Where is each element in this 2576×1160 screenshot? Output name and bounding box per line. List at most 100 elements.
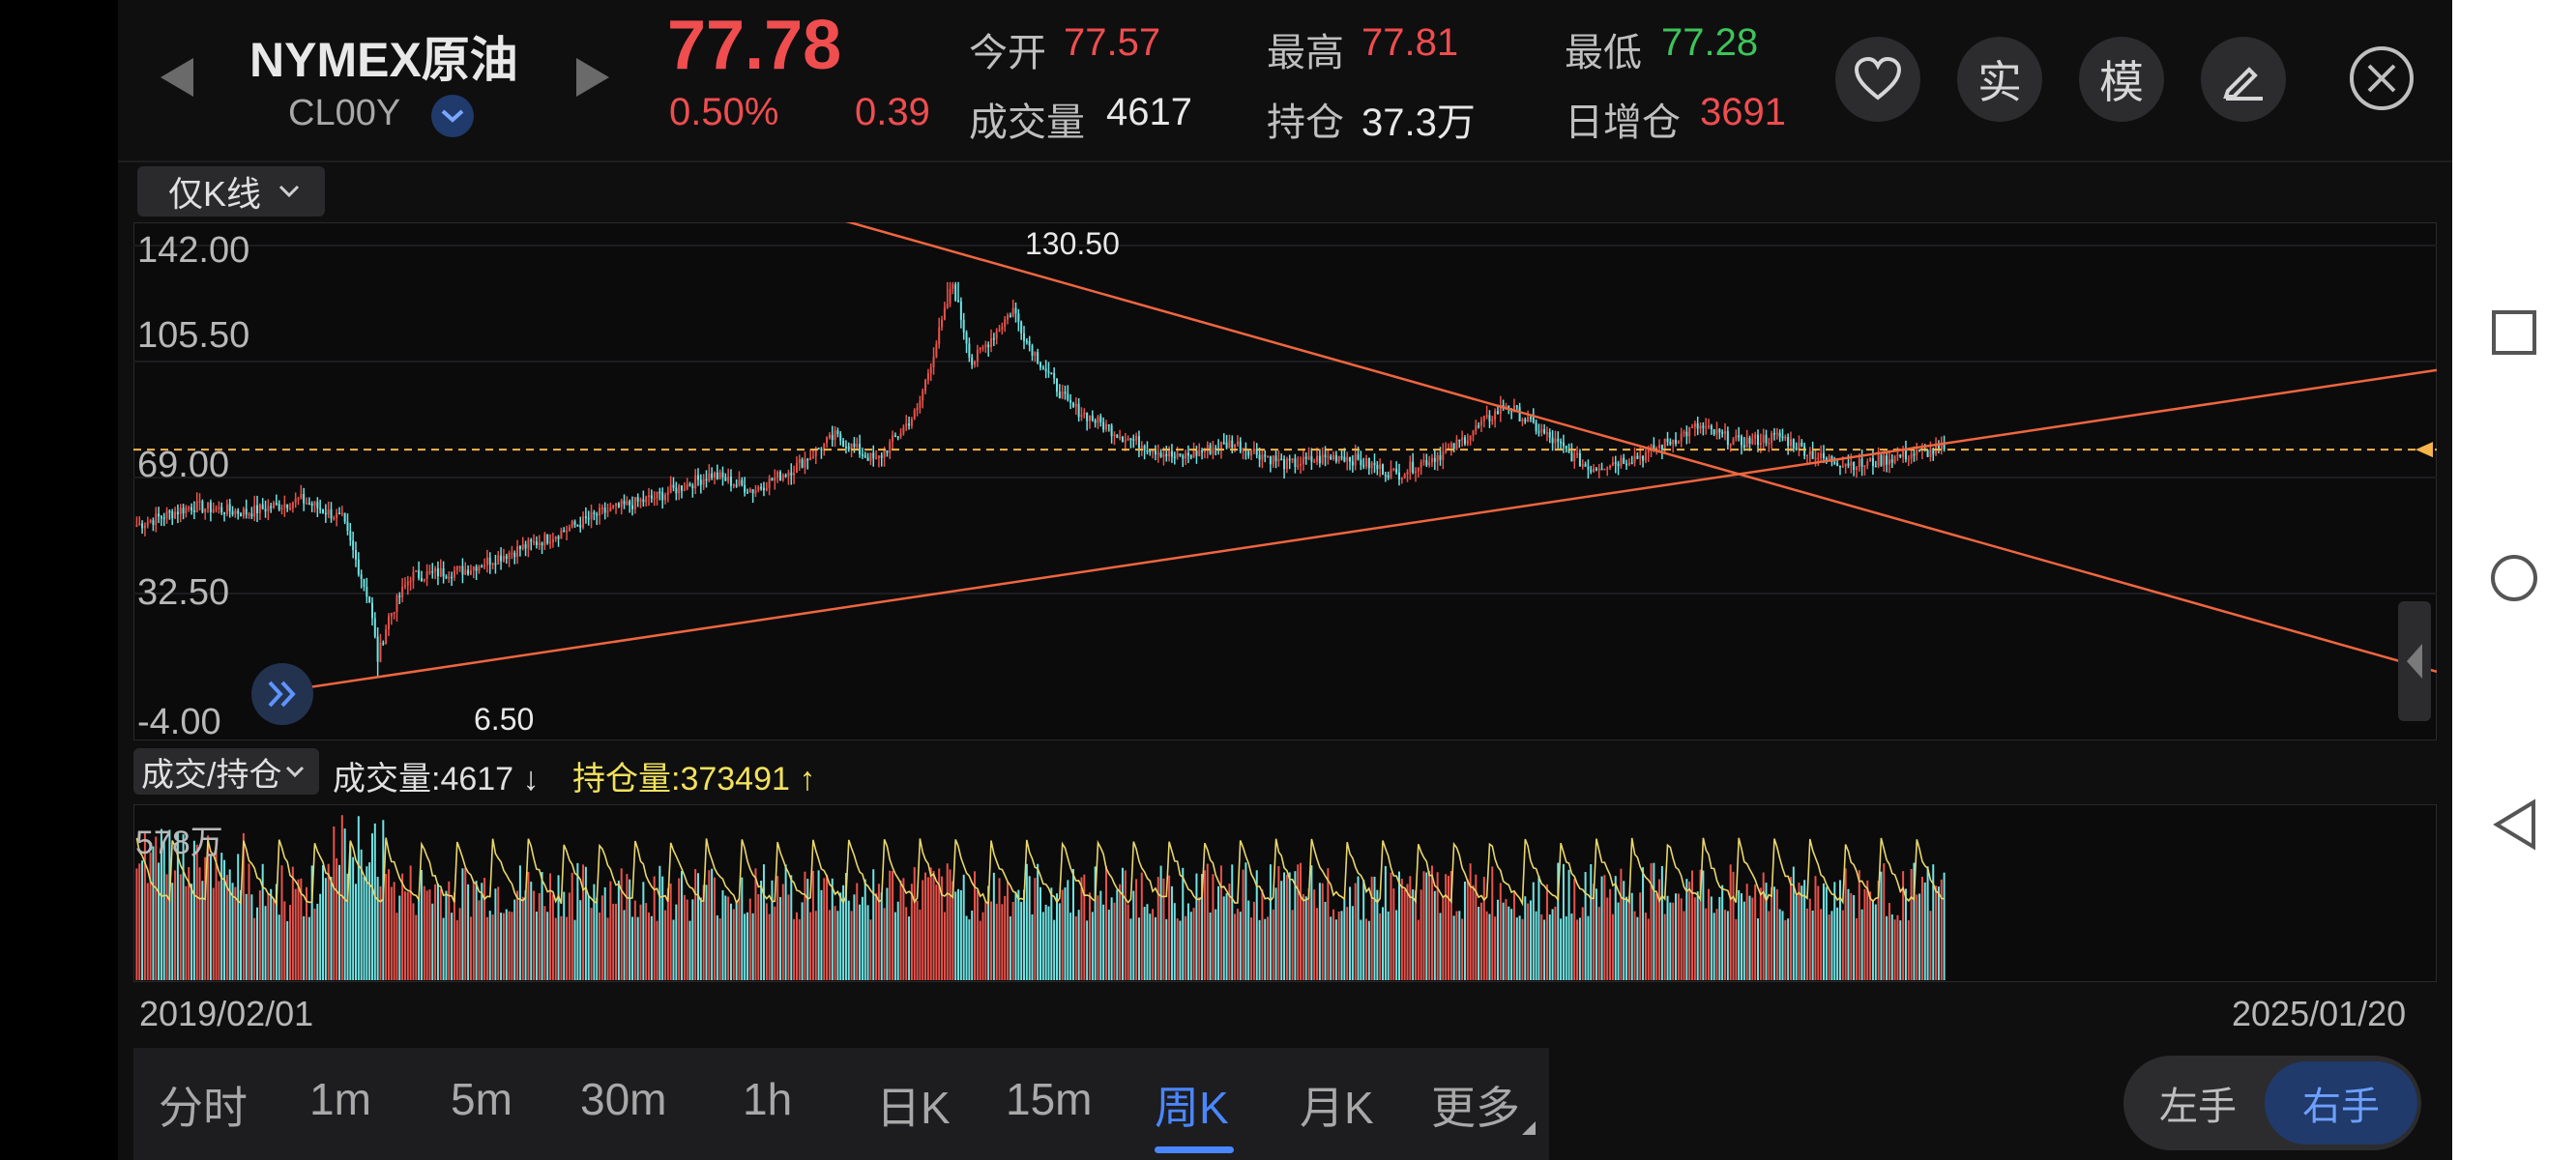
left-hand-button[interactable]: 左手 [2123,1056,2272,1150]
prev-contract-button[interactable] [161,58,193,97]
volume-bar [872,869,875,980]
tab-intraday[interactable]: 分时 [159,1083,248,1133]
candle-body [220,507,223,513]
change-percent: 0.50% [669,91,779,133]
quote-screen: NYMEX原油 CL00Y 77.78 0.50% 0.39 今开 77.57 … [118,0,2452,1160]
draw-button[interactable] [2201,37,2286,122]
real-trade-button[interactable]: 实 [1957,37,2042,122]
volume-bar [1420,889,1422,980]
volume-bar [1751,897,1754,980]
tab-daily[interactable]: 日K [876,1083,951,1133]
candle-body [1855,467,1858,471]
volume-bar [1491,866,1494,980]
tab-more[interactable]: 更多 [1431,1083,1520,1133]
tab-1h[interactable]: 1h [743,1074,793,1124]
candle-body [1798,442,1800,450]
close-button[interactable] [2348,44,2415,112]
tab-15m[interactable]: 15m [1006,1074,1093,1124]
candle-body [307,503,310,505]
volume-bar [1373,876,1376,980]
price-chart[interactable] [133,222,2437,740]
volume-bar [1001,904,1004,980]
candle-body [1395,468,1398,473]
candle-body [1154,450,1156,455]
candle-body [1718,429,1721,433]
candle-body [1943,444,1946,450]
candle-body [853,443,856,448]
candle-body [913,410,916,420]
volume-bar [798,918,801,980]
candle-body [1565,446,1567,450]
volume-bar [1351,906,1354,980]
tab-5m[interactable]: 5m [451,1074,512,1124]
candle-body [809,457,812,461]
volume-bar [1527,903,1530,980]
candle-body [1074,403,1077,407]
candle-body [1937,445,1940,450]
volume-oi-selector[interactable]: 成交/持仓 [133,748,319,795]
tab-weekly[interactable]: 周K [1155,1083,1229,1133]
sim-trade-button[interactable]: 模 [2079,37,2164,122]
candle-body [1206,445,1209,451]
candle-body [201,501,204,512]
period-tabbar [133,1048,1549,1160]
candle-body [1288,458,1291,461]
expand-sidebar-button[interactable] [251,663,313,725]
candle-body [1904,450,1907,459]
volume-bar [215,838,218,980]
volume-chart[interactable] [133,804,2437,982]
volume-bar [579,900,582,980]
volume-bar [518,865,521,980]
volume-bar [1154,916,1156,980]
candle-body [765,488,768,491]
recent-apps-button[interactable] [2491,309,2537,356]
right-hand-button[interactable]: 右手 [2265,1061,2417,1145]
candle-body [275,503,278,505]
volume-bar [297,879,300,980]
volume-bar [1058,903,1061,980]
header-divider [118,160,2452,162]
candle-body [1721,432,1724,434]
candle-body [886,450,889,453]
candle-body [431,571,434,573]
volume-bar [669,884,672,980]
next-contract-button[interactable] [576,58,609,97]
favorite-button[interactable] [1835,37,1920,122]
volume-bar [1708,888,1711,980]
volume-bar [1362,879,1365,980]
candle-body [1554,438,1557,444]
candle-body [1685,431,1688,437]
candle-body [1778,432,1781,437]
contract-dropdown-icon[interactable] [431,95,474,137]
volume-bar [1028,876,1031,980]
volume-bar [500,913,503,980]
candle-body [1620,457,1623,467]
volume-bar [971,910,974,980]
volume-bar [943,912,946,980]
back-button[interactable] [2491,798,2537,851]
home-button[interactable] [2489,553,2539,603]
collapse-panel-handle[interactable] [2398,601,2431,721]
tab-monthly[interactable]: 月K [1300,1083,1374,1133]
tab-1m[interactable]: 1m [309,1074,371,1124]
candle-body [593,512,596,514]
volume-bar [732,909,735,980]
volume-bar [1653,862,1655,980]
kline-only-selector[interactable]: 仅K线 [137,166,325,217]
tab-30m[interactable]: 30m [580,1074,667,1124]
volume-bar [1663,914,1666,980]
volume-bar [1395,910,1398,980]
candle-body [300,494,303,499]
volume-bar [1680,898,1683,980]
candle-body [1277,458,1280,462]
volume-bar [303,915,306,980]
y-label-69: 69.00 [137,445,230,485]
volume-value: 4617 [1106,91,1192,133]
volume-bar [1784,919,1787,980]
volume-bar [656,920,659,980]
volume-bar [1902,871,1905,980]
volume-bar [1132,890,1135,980]
candle-body [1252,449,1255,451]
candle-body [1332,454,1335,459]
candle-body [771,478,774,480]
